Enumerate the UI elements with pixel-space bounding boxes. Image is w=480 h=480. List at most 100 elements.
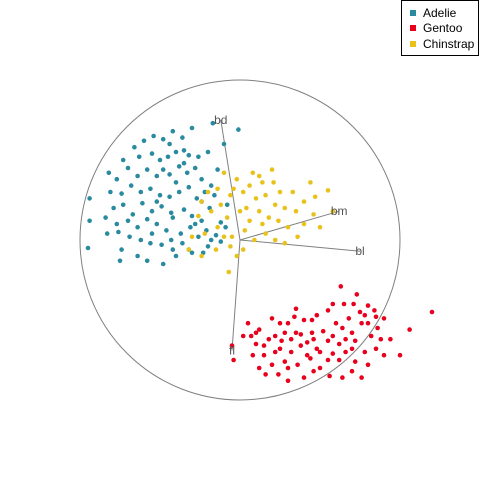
point-gentoo bbox=[231, 357, 236, 363]
point-adelie bbox=[184, 170, 190, 176]
point-gentoo bbox=[365, 320, 371, 326]
point-chinstrap bbox=[301, 199, 307, 204]
point-adelie bbox=[114, 176, 120, 182]
point-chinstrap bbox=[256, 173, 262, 179]
point-chinstrap bbox=[234, 253, 240, 259]
point-chinstrap bbox=[228, 192, 233, 198]
point-gentoo bbox=[338, 284, 344, 289]
point-adelie bbox=[176, 164, 182, 169]
point-adelie bbox=[218, 239, 224, 244]
point-gentoo bbox=[314, 312, 320, 318]
point-adelie bbox=[127, 234, 132, 240]
point-gentoo bbox=[279, 338, 284, 344]
point-gentoo bbox=[349, 368, 355, 374]
point-adelie bbox=[181, 207, 187, 212]
point-adelie bbox=[236, 127, 241, 132]
unit-circle bbox=[79, 79, 401, 401]
point-adelie bbox=[149, 151, 155, 156]
point-adelie bbox=[173, 253, 179, 259]
point-gentoo bbox=[365, 303, 371, 308]
point-adelie bbox=[165, 154, 171, 160]
point-chinstrap bbox=[213, 247, 219, 252]
point-adelie bbox=[189, 250, 195, 256]
point-gentoo bbox=[301, 317, 307, 323]
point-adelie bbox=[160, 167, 166, 172]
point-gentoo bbox=[373, 346, 379, 352]
point-adelie bbox=[132, 144, 137, 150]
point-chinstrap bbox=[282, 205, 288, 211]
point-gentoo bbox=[429, 309, 435, 315]
point-gentoo bbox=[311, 336, 316, 342]
legend-item-chinstrap: Chinstrap bbox=[410, 36, 478, 52]
point-gentoo bbox=[407, 327, 412, 332]
legend-label: Chinstrap bbox=[423, 36, 475, 51]
axis-label-fl: fl bbox=[229, 343, 235, 357]
legend-item-gentoo: Gentoo bbox=[410, 21, 478, 37]
point-adelie bbox=[180, 135, 185, 140]
point-adelie bbox=[168, 237, 174, 243]
point-adelie bbox=[111, 205, 116, 211]
legend-label: Adelie bbox=[423, 5, 457, 20]
point-gentoo bbox=[336, 357, 342, 363]
point-gentoo bbox=[362, 312, 368, 318]
point-adelie bbox=[218, 220, 224, 225]
point-gentoo bbox=[317, 365, 323, 371]
point-chinstrap bbox=[263, 231, 268, 236]
point-gentoo bbox=[349, 346, 355, 352]
point-gentoo bbox=[365, 362, 371, 368]
point-gentoo bbox=[292, 314, 297, 320]
point-adelie bbox=[223, 224, 228, 230]
point-adelie bbox=[189, 125, 195, 131]
point-gentoo bbox=[250, 352, 256, 358]
point-chinstrap bbox=[260, 221, 265, 227]
point-adelie bbox=[148, 240, 153, 246]
point-gentoo bbox=[359, 375, 364, 380]
point-adelie bbox=[103, 215, 108, 220]
point-chinstrap bbox=[276, 218, 281, 224]
legend-label: Gentoo bbox=[423, 21, 463, 36]
legend-swatch bbox=[410, 25, 416, 32]
point-adelie bbox=[136, 154, 142, 160]
point-chinstrap bbox=[311, 212, 316, 217]
point-adelie bbox=[120, 157, 126, 163]
point-gentoo bbox=[330, 333, 336, 339]
point-chinstrap bbox=[247, 218, 252, 224]
point-adelie bbox=[196, 154, 201, 160]
variable-axes-layer bbox=[220, 119, 361, 351]
point-chinstrap bbox=[317, 224, 323, 230]
point-adelie bbox=[148, 186, 153, 192]
point-gentoo bbox=[261, 352, 267, 358]
point-chinstrap bbox=[228, 244, 233, 249]
point-adelie bbox=[157, 192, 163, 198]
point-gentoo bbox=[343, 336, 348, 342]
point-chinstrap bbox=[221, 234, 227, 240]
unit-circle-layer bbox=[79, 79, 401, 401]
point-gentoo bbox=[378, 336, 384, 342]
point-chinstrap bbox=[325, 188, 331, 193]
point-adelie bbox=[128, 183, 134, 188]
point-adelie bbox=[144, 216, 150, 222]
point-chinstrap bbox=[252, 237, 257, 243]
point-chinstrap bbox=[199, 199, 204, 204]
point-gentoo bbox=[368, 333, 374, 339]
point-adelie bbox=[106, 170, 112, 176]
point-gentoo bbox=[352, 338, 358, 344]
point-gentoo bbox=[263, 372, 268, 377]
point-adelie bbox=[125, 165, 131, 171]
point-gentoo bbox=[253, 341, 259, 347]
point-adelie bbox=[160, 136, 166, 142]
point-adelie bbox=[135, 173, 140, 179]
point-gentoo bbox=[293, 306, 299, 312]
point-gentoo bbox=[325, 338, 331, 344]
axis-label-bl: bl bbox=[355, 244, 364, 258]
point-chinstrap bbox=[269, 167, 275, 172]
point-adelie bbox=[154, 199, 160, 204]
point-chinstrap bbox=[240, 247, 246, 252]
point-chinstrap bbox=[234, 176, 240, 182]
point-adelie bbox=[181, 148, 187, 153]
point-chinstrap bbox=[271, 180, 276, 185]
point-gentoo bbox=[373, 314, 379, 320]
point-adelie bbox=[154, 221, 160, 227]
point-gentoo bbox=[340, 375, 345, 380]
